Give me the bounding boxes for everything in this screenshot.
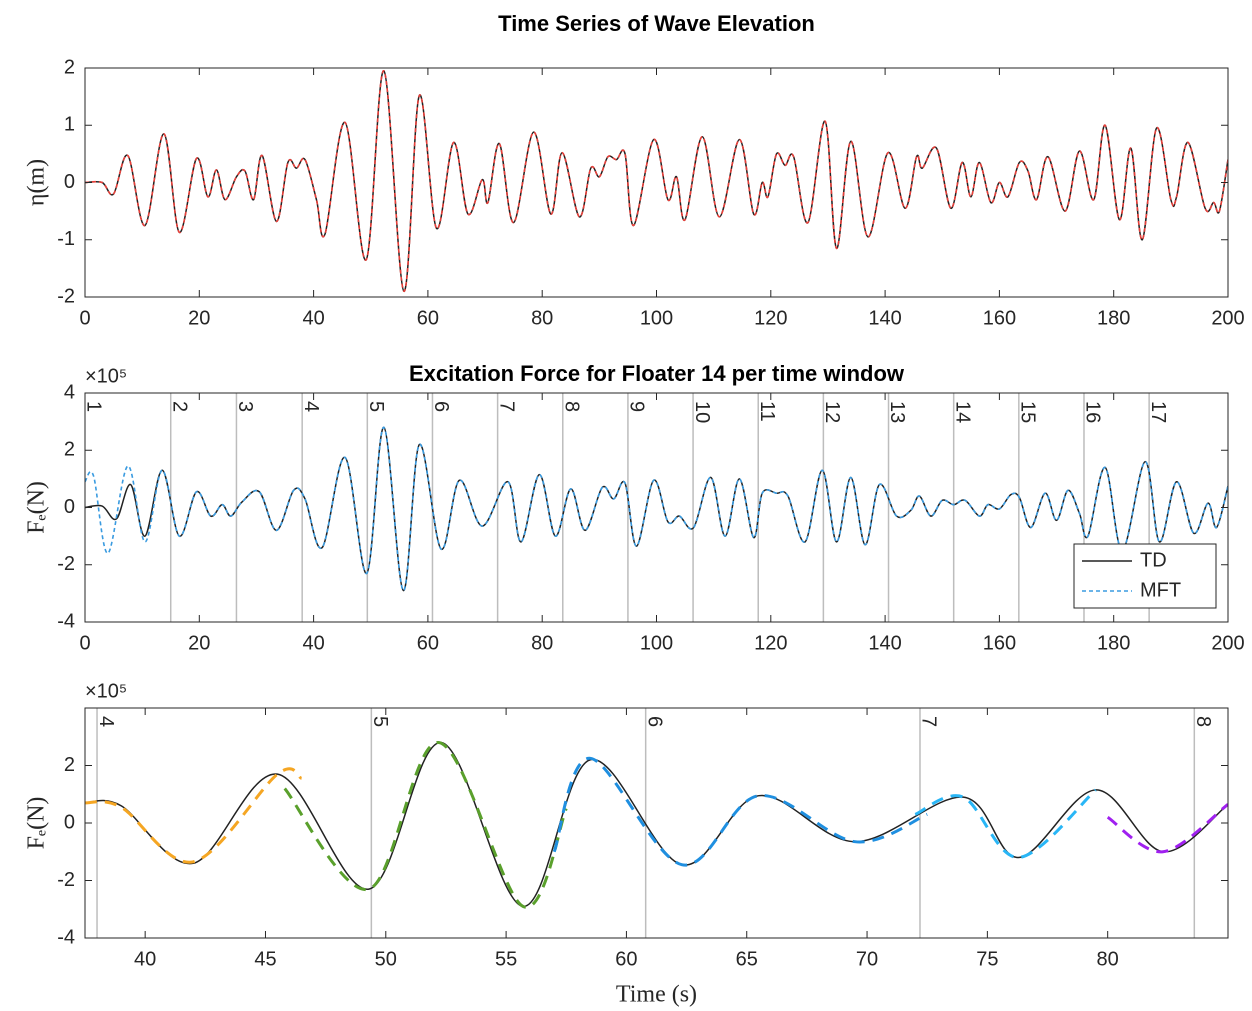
x-tick-label: 100: [640, 632, 673, 654]
window-label: 16: [1082, 401, 1104, 423]
series-line: [85, 767, 303, 864]
window-label: 15: [1017, 401, 1039, 423]
window-label: 4: [300, 401, 322, 412]
x-tick-label: 180: [1097, 632, 1130, 654]
x-tick-label: 80: [1097, 948, 1119, 970]
plot-area: [85, 708, 1228, 938]
y-tick-label: -4: [57, 610, 75, 632]
x-tick-label: 70: [856, 948, 878, 970]
y-tick-label: 2: [64, 754, 75, 776]
y-axis-label: η(m): [24, 159, 50, 206]
x-tick-label: 20: [188, 307, 210, 329]
series-group: [85, 70, 1228, 293]
window-label: 2: [168, 401, 190, 412]
legend: TD MFT: [1073, 543, 1217, 609]
y-multiplier: ×10⁵: [85, 680, 127, 702]
legend-label: MFT: [1140, 579, 1181, 601]
y-axis-label: Fₑ(N): [24, 481, 50, 534]
x-tick-label: 140: [868, 307, 901, 329]
x-tick-label: 200: [1211, 307, 1244, 329]
y-tick-label: 4: [64, 381, 75, 403]
legend-label: TD: [1140, 549, 1167, 571]
plot-area: [85, 393, 1228, 622]
window-label: 17: [1147, 401, 1169, 423]
y-multiplier: ×10⁵: [85, 365, 127, 387]
y-tick-label: 0: [64, 811, 75, 833]
x-tick-label: 80: [531, 307, 553, 329]
x-tick-label: 40: [302, 307, 324, 329]
window-label: 11: [756, 401, 778, 422]
y-tick-label: 0: [64, 496, 75, 518]
window-label: 6: [430, 401, 452, 412]
x-tick-label: 160: [983, 632, 1016, 654]
x-tick-label: 120: [754, 632, 787, 654]
x-tick-label: 0: [79, 307, 90, 329]
x-tick-label: 140: [868, 632, 901, 654]
series-line: [85, 70, 1228, 293]
legend-box: [1073, 543, 1217, 609]
x-tick-label: 100: [640, 307, 673, 329]
plot-area: [85, 68, 1228, 297]
x-tick-label: 40: [134, 948, 156, 970]
window-label: 13: [886, 401, 908, 423]
window-label: 7: [495, 401, 517, 412]
window-label: 8: [560, 401, 582, 412]
x-tick-label: 60: [417, 307, 439, 329]
chart-title: Excitation Force for Floater 14 per time…: [409, 361, 905, 386]
x-tick-label: 65: [736, 948, 758, 970]
window-label: 1: [83, 401, 105, 412]
x-tick-label: 80: [531, 632, 553, 654]
x-tick-label: 0: [79, 632, 90, 654]
x-tick-label: 55: [495, 948, 517, 970]
x-tick-label: 60: [417, 632, 439, 654]
x-tick-label: 45: [254, 948, 276, 970]
x-tick-label: 60: [615, 948, 637, 970]
x-tick-label: 180: [1097, 307, 1130, 329]
series-line: [552, 756, 928, 867]
x-axis-label: Time (s): [616, 982, 697, 1008]
x-tick-label: 120: [754, 307, 787, 329]
x-tick-label: 75: [976, 948, 998, 970]
x-tick-label: 200: [1211, 632, 1244, 654]
y-axis-label: Fₑ(N): [24, 797, 50, 850]
window-label: 9: [626, 401, 648, 412]
series-line: [914, 788, 1097, 860]
series-line: [283, 741, 568, 909]
window-label: 7: [918, 716, 940, 727]
y-tick-label: 0: [64, 171, 75, 193]
y-tick-label: -4: [57, 926, 75, 948]
subplot: Excitation Force for Floater 14 per time…: [24, 361, 1245, 654]
x-tick-label: 160: [983, 307, 1016, 329]
series-line: [85, 426, 1228, 592]
y-tick-label: 2: [64, 439, 75, 461]
window-label: 6: [643, 716, 665, 727]
series-group: [85, 741, 1228, 909]
y-tick-label: 1: [64, 114, 75, 136]
window-label: 3: [234, 401, 256, 412]
chart-title: Time Series of Wave Elevation: [498, 11, 815, 36]
window-label: 10: [691, 401, 713, 423]
x-tick-label: 50: [375, 948, 397, 970]
x-tick-label: 40: [302, 632, 324, 654]
window-label: 14: [951, 401, 973, 423]
series-group: [85, 426, 1228, 592]
series-line: [1106, 803, 1228, 854]
window-label: 5: [369, 716, 391, 727]
window-label: 4: [95, 716, 117, 727]
window-label: 8: [1192, 716, 1214, 727]
y-tick-label: 2: [64, 56, 75, 78]
y-tick-label: -2: [57, 553, 75, 575]
window-label: 12: [821, 401, 843, 423]
window-label: 5: [365, 401, 387, 412]
x-tick-label: 20: [188, 632, 210, 654]
y-tick-label: -2: [57, 285, 75, 307]
y-tick-label: -1: [57, 228, 75, 250]
y-tick-label: -2: [57, 869, 75, 891]
